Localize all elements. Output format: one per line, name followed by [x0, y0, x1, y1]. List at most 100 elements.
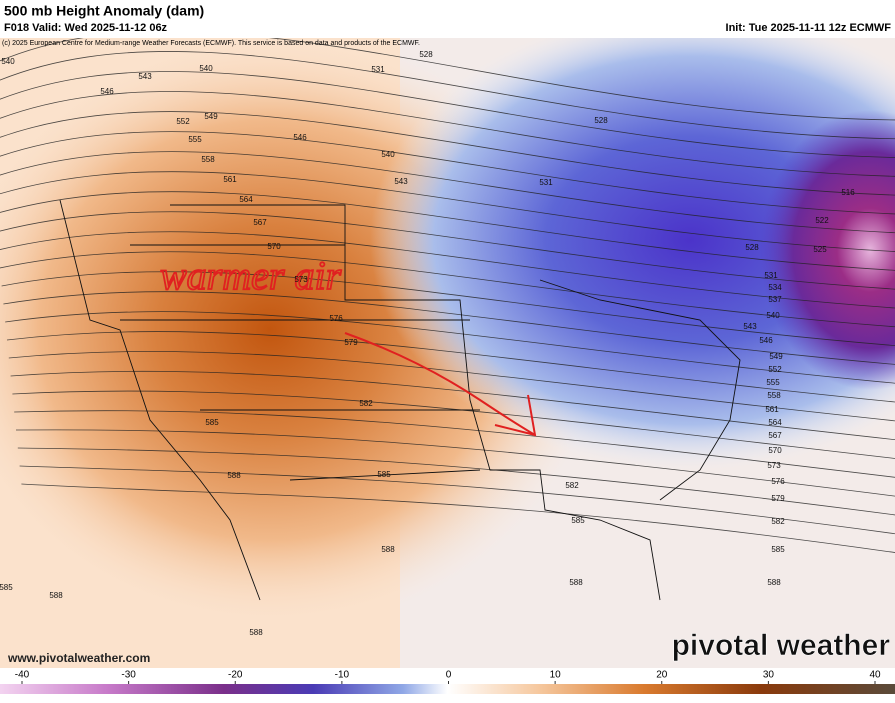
contour-label: 537 — [768, 295, 782, 304]
contour-label: 576 — [329, 314, 343, 323]
contour-label: 585 — [571, 516, 585, 525]
contour-label: 588 — [227, 471, 241, 480]
contour-label: 564 — [239, 195, 253, 204]
contour-line — [3, 291, 895, 365]
contour-label: 540 — [199, 64, 213, 73]
contour-label: 549 — [769, 352, 783, 361]
contour-line — [5, 311, 895, 384]
init-time: Init: Tue 2025-11-11 12z ECMWF — [726, 22, 892, 34]
contour-label: 558 — [767, 391, 781, 400]
contour-label: 546 — [759, 336, 773, 345]
contour-line — [0, 151, 895, 234]
contour-line — [0, 51, 895, 140]
contour-label: 555 — [766, 378, 780, 387]
contour-label: 552 — [176, 117, 190, 126]
contour-line — [0, 191, 895, 271]
colorbar-tick-label: -40 — [15, 670, 30, 681]
contour-label: 579 — [344, 338, 358, 347]
contour-label: 561 — [765, 405, 779, 414]
contour-label: 540 — [1, 57, 15, 66]
contour-line — [0, 111, 895, 196]
contour-label: 543 — [138, 72, 152, 81]
contour-line — [0, 91, 895, 177]
contour-label: 585 — [771, 545, 785, 554]
contour-label: 582 — [565, 481, 579, 490]
contour-line — [0, 251, 895, 328]
contour-label: 582 — [771, 517, 785, 526]
contour-label: 588 — [249, 628, 263, 637]
contour-label: 588 — [569, 578, 583, 587]
title: 500 mb Height Anomaly (dam) — [4, 3, 204, 19]
contour-label: 543 — [394, 177, 408, 186]
contour-line — [10, 370, 895, 441]
contour-label: 585 — [0, 583, 13, 592]
contour-label: 522 — [815, 216, 829, 225]
colorbar-tick-label: -20 — [228, 670, 243, 681]
contour-label: 567 — [253, 218, 267, 227]
contour-label: 528 — [594, 116, 608, 125]
contour-line — [0, 231, 895, 309]
contour-line — [12, 390, 895, 459]
watermark: pivotal weather — [672, 629, 891, 662]
contour-line — [0, 38, 895, 121]
contour-label: 531 — [371, 65, 385, 74]
colorbar-tick-label: -30 — [121, 670, 136, 681]
contour-label: 531 — [764, 271, 778, 280]
contour-label: 573 — [294, 275, 308, 284]
contour-label: 579 — [771, 494, 785, 503]
contour-line — [21, 483, 895, 553]
colorbar-tick-label: 10 — [550, 670, 562, 681]
contour-label: 549 — [204, 112, 218, 121]
contour-label: 582 — [359, 399, 373, 408]
contour-label: 552 — [768, 365, 782, 374]
contour-line — [8, 351, 895, 422]
contour-line — [0, 211, 895, 290]
credit: (c) 2025 European Centre for Medium-rang… — [2, 40, 420, 47]
contour-label: 558 — [201, 155, 215, 164]
contour-label: 540 — [766, 311, 780, 320]
contour-line — [15, 429, 895, 497]
contour-line — [17, 447, 895, 516]
contour-label: 588 — [381, 545, 395, 554]
contour-label: 588 — [767, 578, 781, 587]
contour-label: 573 — [767, 461, 781, 470]
colorbar-tick-label: 40 — [869, 670, 881, 681]
contour-label: 555 — [188, 135, 202, 144]
contour-line — [19, 465, 895, 535]
map: warmer air — [0, 38, 895, 668]
contour-label: 585 — [377, 470, 391, 479]
contour-line — [6, 331, 895, 403]
contour-label: 543 — [743, 322, 757, 331]
annotation: warmer air — [160, 253, 342, 298]
contour-label: 525 — [813, 245, 827, 254]
contour-label: 531 — [539, 178, 553, 187]
colorbar-tick-label: 30 — [763, 670, 775, 681]
contour-label: 528 — [419, 50, 433, 59]
contour-label: 588 — [49, 591, 63, 600]
contour-label: 516 — [841, 188, 855, 197]
contour-label: 546 — [100, 87, 114, 96]
contour-label: 564 — [768, 418, 782, 427]
contour-line — [0, 71, 895, 158]
contour-line — [0, 171, 895, 252]
contour-label: 585 — [205, 418, 219, 427]
contour-label: 534 — [768, 283, 782, 292]
contour-line — [14, 410, 895, 478]
colorbar — [0, 684, 895, 694]
contour-label: 570 — [768, 446, 782, 455]
url: www.pivotalweather.com — [7, 651, 150, 665]
colorbar-tick-label: 20 — [656, 670, 668, 681]
colorbar-tick-label: 0 — [446, 670, 452, 681]
valid-time: F018 Valid: Wed 2025-11-12 06z — [4, 22, 168, 34]
colorbar-tick-label: -10 — [335, 670, 350, 681]
contour-label: 567 — [768, 431, 782, 440]
contour-line — [0, 131, 895, 215]
contour-label: 570 — [267, 242, 281, 251]
contour-label: 576 — [771, 477, 785, 486]
contour-label: 528 — [745, 243, 759, 252]
contour-label: 540 — [381, 150, 395, 159]
contour-label: 561 — [223, 175, 237, 184]
contour-label: 546 — [293, 133, 307, 142]
contour-line — [1, 271, 895, 346]
